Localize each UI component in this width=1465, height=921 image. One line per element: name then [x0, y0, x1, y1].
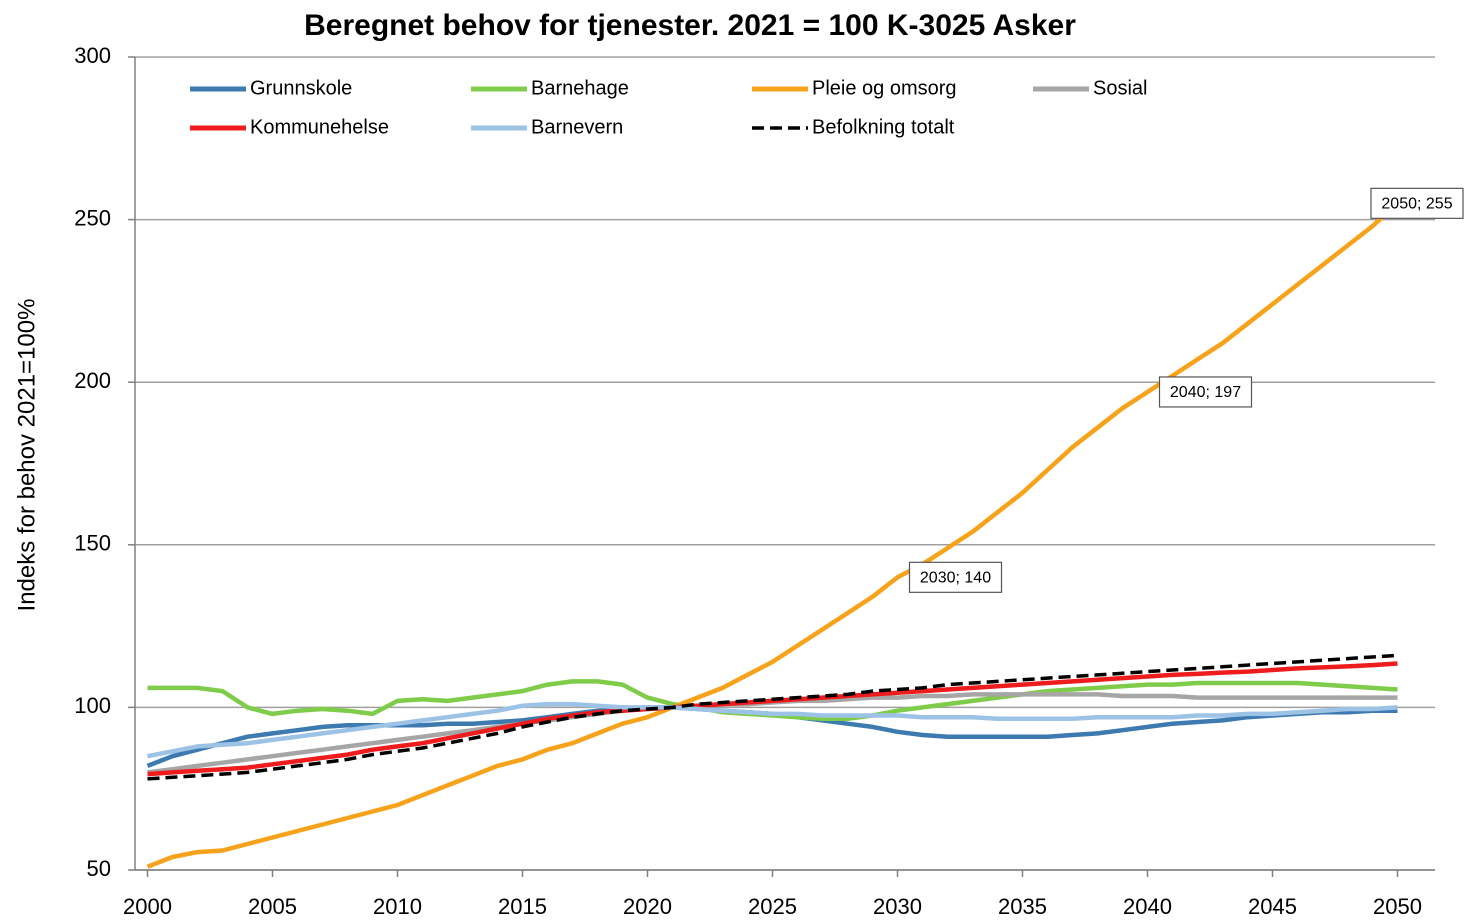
legend-label: Barnehage	[531, 77, 629, 99]
x-tick-label: 2035	[998, 894, 1047, 919]
series-line	[147, 653, 1398, 781]
annotation-box	[1158, 376, 1253, 408]
legend-label: Befolkning totalt	[812, 116, 955, 138]
series-line	[147, 701, 1398, 759]
series-line	[146, 201, 1400, 869]
legend-label: Pleie og omsorg	[812, 77, 957, 99]
annotation-label: 2030; 140	[920, 570, 991, 587]
x-tick-label: 2020	[623, 894, 672, 919]
y-tick-label: 100	[74, 693, 111, 718]
x-tick-label: 2005	[248, 894, 297, 919]
legend-label: Sosial	[1093, 77, 1147, 99]
x-tick-label: 2040	[1123, 894, 1172, 919]
y-tick-label: 50	[87, 856, 111, 881]
legend-label: Grunnskole	[250, 77, 352, 99]
legend-label: Barnevern	[531, 116, 623, 138]
y-tick-label: 200	[74, 368, 111, 393]
x-tick-label: 2010	[373, 894, 422, 919]
y-tick-label: 250	[74, 205, 111, 230]
annotation-label: 2050; 255	[1381, 196, 1452, 213]
y-tick-label: 300	[74, 43, 111, 68]
annotation-box	[908, 561, 1003, 593]
y-tick-label: 150	[74, 531, 111, 556]
series-line	[147, 661, 1398, 777]
x-tick-label: 2000	[123, 894, 172, 919]
x-tick-label: 2025	[748, 894, 797, 919]
x-tick-label: 2050	[1373, 894, 1422, 919]
legend-label: Kommunehelse	[250, 116, 389, 138]
x-tick-label: 2030	[873, 894, 922, 919]
chart-title: Beregnet behov for tjenester. 2021 = 100…	[304, 9, 1076, 42]
x-tick-label: 2015	[498, 894, 547, 919]
x-tick-label: 2045	[1248, 894, 1297, 919]
annotation-label: 2040; 197	[1170, 384, 1241, 401]
y-axis-label: Indeks for behov 2021=100%	[13, 299, 40, 612]
annotation-box	[1370, 187, 1464, 219]
